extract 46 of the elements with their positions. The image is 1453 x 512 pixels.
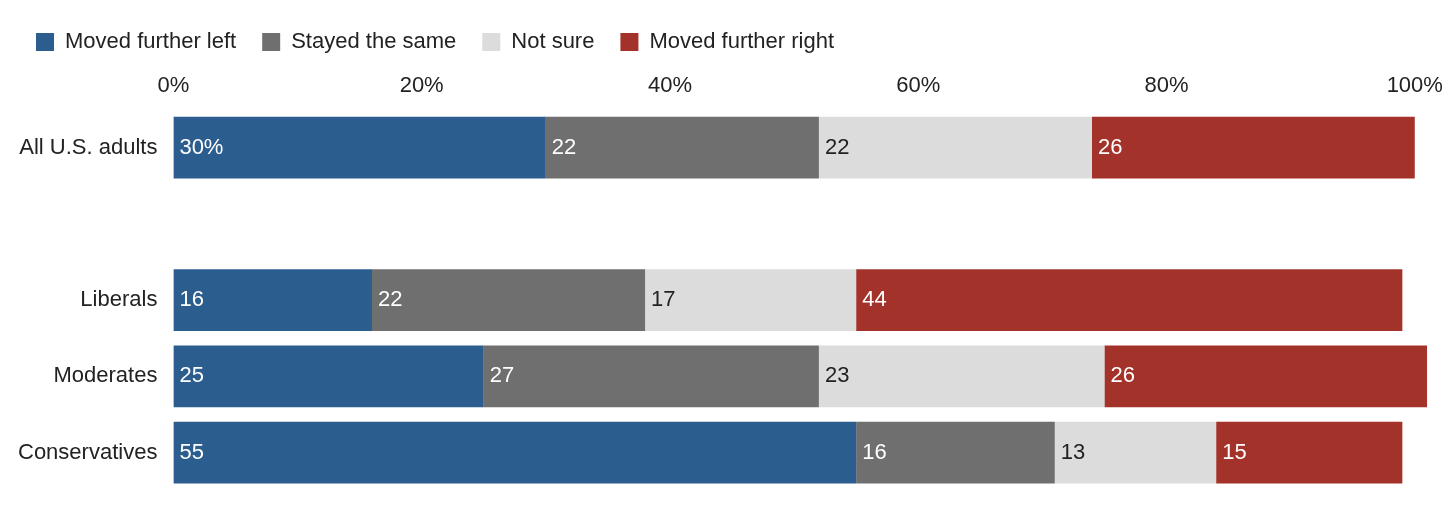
data-label: 23 — [824, 362, 850, 388]
bar — [545, 116, 819, 179]
data-label: 22 — [378, 286, 403, 312]
data-label: 13 — [1060, 438, 1086, 464]
bar — [483, 345, 819, 408]
y-tick-label: Moderates — [53, 362, 158, 388]
data-label: 44 — [862, 286, 887, 312]
x-tick-label: 80% — [1144, 72, 1189, 98]
x-tick-label: 40% — [647, 72, 692, 98]
data-label: 22 — [824, 133, 850, 159]
x-tick-label: 60% — [896, 72, 941, 98]
bar — [372, 269, 646, 331]
data-label: 26 — [1098, 133, 1123, 159]
bar — [856, 269, 1403, 331]
data-label: 16 — [179, 286, 204, 312]
bar — [173, 269, 373, 331]
bar — [818, 116, 1093, 179]
data-label: 25 — [179, 362, 204, 388]
bar — [173, 345, 484, 408]
x-tick-label: 100% — [1386, 72, 1443, 98]
bar — [173, 421, 857, 484]
legend-label: Moved further left — [65, 28, 237, 54]
bar — [645, 269, 857, 331]
data-label: 55 — [179, 438, 204, 464]
data-label: 30% — [179, 133, 224, 159]
bar — [1054, 421, 1217, 484]
x-tick-label: 0% — [157, 72, 190, 98]
data-label: 22 — [551, 133, 577, 159]
data-label: 26 — [1110, 362, 1135, 388]
data-label: 27 — [489, 362, 515, 388]
bar — [1092, 116, 1415, 179]
x-tick-label: 20% — [399, 72, 444, 98]
bar — [818, 345, 1105, 408]
y-tick-label: All U.S. adults — [19, 133, 158, 159]
bar — [1104, 345, 1428, 408]
data-label: 16 — [862, 438, 887, 464]
y-tick-label: Conservatives — [18, 438, 158, 464]
data-label: 17 — [651, 286, 676, 312]
legend-label: Moved further right — [649, 28, 835, 54]
bar — [173, 116, 546, 179]
bar — [1216, 421, 1403, 484]
legend-label: Not sure — [511, 28, 595, 54]
legend-label: Stayed the same — [291, 28, 457, 54]
bar — [856, 421, 1055, 484]
data-label: 15 — [1222, 438, 1247, 464]
y-tick-label: Liberals — [80, 286, 158, 312]
